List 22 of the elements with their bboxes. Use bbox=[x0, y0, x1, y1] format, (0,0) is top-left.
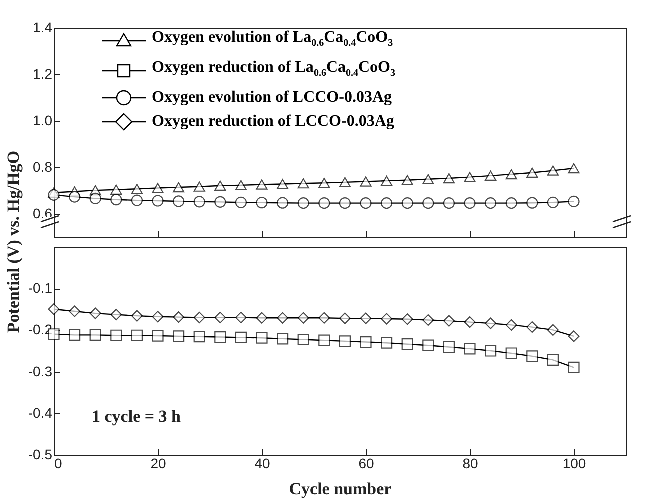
legend-label: Oxygen reduction of LCCO-0.03Ag bbox=[152, 112, 394, 132]
x-tick-label: 20 bbox=[150, 456, 166, 472]
y-tick-label: -0.5 bbox=[28, 446, 53, 462]
y-tick-label: -0.2 bbox=[28, 322, 53, 338]
legend-label: Oxygen evolution of LCCO-0.03Ag bbox=[152, 88, 392, 108]
y-axis-title: Potential (V) vs. Hg/HgO bbox=[4, 150, 24, 334]
x-tick-label: 100 bbox=[562, 456, 586, 472]
y-tick-label: 1.4 bbox=[33, 20, 53, 36]
x-tick-label: 40 bbox=[254, 456, 270, 472]
x-tick-label: 0 bbox=[54, 456, 62, 472]
y-tick-label: 1.0 bbox=[33, 112, 53, 128]
legend-label: Oxygen reduction of La$_{0.6}$Ca$_{0.4}$CoO$_{3}$ bbox=[152, 58, 396, 82]
y-tick-label: -0.1 bbox=[28, 280, 53, 296]
y-tick-label: 0.8 bbox=[33, 158, 53, 175]
annotation: 1 cycle = 3 h bbox=[92, 407, 182, 426]
x-axis-title: Cycle number bbox=[289, 480, 392, 498]
y-tick-label: -0.4 bbox=[28, 404, 53, 421]
legend-label: Oxygen evolution of La$_{0.6}$Ca$_{0.4}$CoO$_{3}$ bbox=[152, 28, 394, 52]
x-tick-label: 80 bbox=[462, 456, 478, 472]
y-tick-label: -0.3 bbox=[28, 363, 53, 380]
y-tick-label: 1.2 bbox=[33, 66, 53, 82]
x-tick-label: 60 bbox=[358, 456, 374, 472]
